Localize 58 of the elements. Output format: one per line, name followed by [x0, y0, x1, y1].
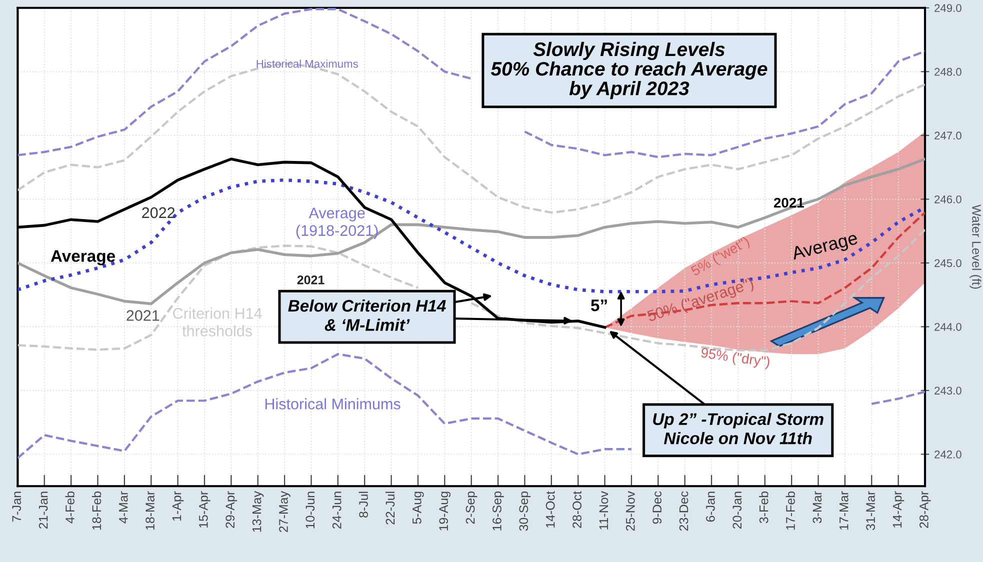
y-tick-label: 247.0: [934, 132, 962, 140]
x-tick-label: 7-Jan: [12, 492, 22, 522]
x-tick-label: 20-Jan: [732, 492, 742, 529]
x-tick-label: 21-Jan: [38, 492, 48, 529]
x-tick-label: 13-May: [252, 491, 264, 532]
x-tick-label: 15-Apr: [199, 491, 210, 528]
x-tick-label: 29-Apr: [226, 491, 238, 528]
x-tick-label: 17-Mar: [840, 491, 848, 530]
annotation: 2021: [774, 198, 804, 208]
x-tick-label: 23-Dec: [679, 491, 688, 531]
x-tick-label: 14-Oct: [546, 491, 555, 528]
x-tick-label: 6-Jan: [706, 492, 715, 522]
y-tick-label: 248.0: [934, 68, 962, 76]
x-tick-label: 27-May: [279, 491, 290, 532]
annotation: Historical Minimums: [265, 398, 400, 410]
x-tick-label: 25-Nov: [626, 491, 635, 531]
x-tick-label: 8-Jul: [358, 492, 368, 518]
text: Slowly Rising Levels 50% Chance to reach Average by April 2023: [490, 42, 768, 100]
annotation: 5”: [590, 300, 607, 312]
y-tick-label: 245.0: [934, 259, 962, 268]
x-tick-label: 9-Dec: [652, 491, 662, 524]
x-tick-label: 3-Mar: [812, 491, 822, 524]
y-tick-label: 242.0: [934, 450, 962, 458]
annotation: 2021: [126, 310, 160, 321]
x-tick-label: 2-Sep: [466, 492, 478, 524]
x-tick-label: 5-Aug: [412, 492, 424, 524]
y-tick-label: 246.0: [934, 195, 962, 204]
x-tick-label: 31-Mar: [866, 491, 875, 530]
annotation: 2021: [297, 275, 324, 284]
x-tick-label: 11-Nov: [599, 491, 608, 530]
annotation: Below Criterion H14 & ‘M-Limit’: [288, 299, 446, 331]
x-tick-label: 16-Sep: [492, 492, 504, 530]
x-tick-label: 1-Apr: [172, 491, 184, 521]
x-tick-label: 18-Feb: [92, 492, 102, 530]
annotation: Up 2” -Tropical Storm Nicole on Nov 11th: [653, 412, 824, 444]
x-tick-label: 4-Feb: [65, 492, 74, 524]
x-tick-label: 14-Apr: [892, 491, 904, 528]
x-tick-label: 4-Mar: [119, 491, 128, 524]
annotation: Average (1918-2021): [296, 208, 378, 239]
y-axis-title: Water Level (ft): [970, 204, 982, 289]
annotation: Historical Maximums: [256, 60, 358, 68]
x-tick-label: 18-Mar: [146, 491, 154, 530]
y-tick-label: 244.0: [934, 322, 962, 331]
annotation: 95% ("dry"): [700, 347, 770, 370]
annotation: 2022: [142, 207, 175, 218]
x-tick-label: 28-Apr: [920, 491, 931, 528]
annotation: Average: [50, 250, 116, 266]
x-tick-label: 30-Sep: [519, 492, 531, 531]
y-tick-label: 249.0: [934, 4, 962, 12]
annotation: Average: [790, 232, 859, 264]
x-tick-label: 3-Feb: [759, 492, 768, 524]
x-tick-label: 22-Jul: [385, 492, 395, 524]
x-tick-label: 24-Jun: [332, 492, 342, 529]
y-tick-label: 243.0: [934, 386, 962, 395]
x-tick-label: 10-Jun: [306, 492, 315, 528]
x-tick-label: 19-Aug: [439, 492, 450, 530]
x-tick-label: 28-Oct: [572, 491, 582, 528]
x-tick-label: 17-Feb: [786, 492, 795, 530]
